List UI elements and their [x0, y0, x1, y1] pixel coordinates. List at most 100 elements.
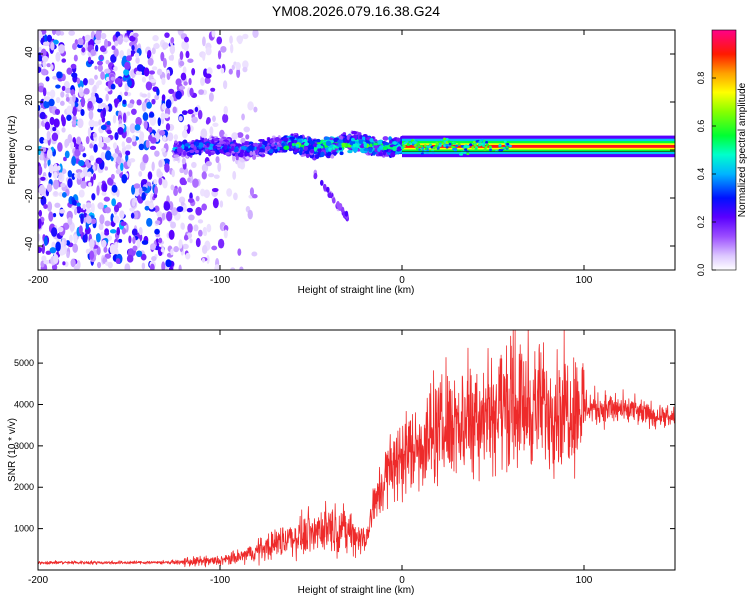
noise-cell: [111, 198, 117, 207]
noise-cell: [212, 122, 219, 128]
signal-cell: [342, 132, 347, 136]
noise-cell: [74, 149, 81, 157]
noise-cell: [130, 212, 135, 219]
noise-cell: [82, 152, 87, 158]
carrier-cell: [469, 143, 473, 146]
signal-cell: [244, 141, 250, 146]
noise-cell: [41, 243, 45, 254]
noise-cell: [106, 129, 112, 135]
noise-cell: [51, 132, 59, 142]
noise-cell: [111, 45, 116, 51]
carrier-cell: [473, 144, 477, 147]
noise-cell: [111, 184, 118, 193]
noise-cell: [52, 165, 58, 172]
noise-cell: [181, 222, 185, 230]
snr-series-line: [38, 330, 675, 568]
noise-cell: [94, 74, 98, 80]
signal-cell: [282, 137, 289, 142]
signal-cell: [315, 138, 321, 143]
noise-cell: [43, 236, 48, 246]
noise-cell: [67, 170, 73, 178]
noise-cell: [135, 70, 143, 75]
noise-cell: [216, 64, 222, 70]
signal-cell: [354, 140, 358, 144]
noise-cell: [129, 35, 136, 42]
noise-cell: [38, 233, 41, 242]
signal-cell: [198, 150, 202, 156]
noise-cell: [166, 211, 173, 222]
signal-cell: [383, 142, 390, 146]
signal-cell: [173, 157, 180, 161]
signal-cell: [382, 136, 389, 141]
noise-cell: [200, 77, 205, 86]
noise-cell: [47, 158, 51, 167]
signal-cell: [190, 143, 195, 148]
signal-cell: [212, 145, 218, 149]
noise-cell: [141, 179, 148, 184]
carrier-cell: [460, 153, 464, 156]
noise-cell: [100, 152, 106, 161]
noise-cell: [156, 88, 160, 96]
branch-cell: [322, 183, 327, 190]
noise-cell: [72, 93, 76, 103]
noise-cell: [64, 138, 70, 147]
noise-cell: [90, 202, 95, 214]
signal-cell: [274, 148, 278, 154]
signal-cell: [351, 130, 358, 135]
noise-cell: [205, 46, 212, 56]
noise-cell: [223, 105, 228, 115]
noise-cell: [77, 118, 84, 129]
noise-cell: [38, 66, 42, 74]
spectrogram-y-ticks: -40 -20 0 20 40: [24, 46, 675, 251]
carrier-cell: [445, 143, 449, 147]
noise-cell: [161, 261, 166, 270]
signal-cell: [339, 151, 344, 156]
noise-cell: [233, 192, 238, 201]
noise-cell: [134, 52, 140, 58]
noise-cell: [125, 150, 131, 156]
noise-cell: [77, 101, 82, 111]
carrier-cell: [484, 145, 488, 149]
y-tick-label: 4000: [14, 399, 34, 409]
noise-cell: [100, 231, 105, 238]
noise-cell: [220, 45, 227, 53]
signal-cell: [230, 145, 235, 151]
noise-cell: [51, 263, 58, 270]
noise-cell: [180, 72, 187, 81]
noise-cell: [57, 226, 64, 233]
signal-cell: [287, 141, 294, 147]
branch-cell: [319, 179, 324, 186]
noise-cell: [147, 92, 151, 99]
noise-cell: [45, 250, 52, 255]
noise-cell: [40, 146, 47, 153]
noise-cell: [58, 209, 66, 214]
noise-cell: [247, 101, 254, 111]
noise-cell: [101, 239, 107, 248]
noise-cell: [112, 215, 120, 224]
branch-cell: [344, 210, 349, 217]
noise-cell: [173, 134, 179, 141]
carrier-cell: [447, 140, 451, 143]
signal-cell: [363, 142, 368, 148]
noise-cell: [48, 164, 54, 174]
noise-cell: [55, 96, 61, 104]
noise-cell: [154, 94, 160, 101]
signal-cell: [206, 142, 210, 147]
carrier-cell: [406, 143, 410, 146]
noise-cell: [167, 132, 174, 142]
carrier-cell: [480, 143, 484, 146]
noise-cell: [93, 84, 97, 94]
noise-cell: [136, 238, 141, 249]
noise-cell: [122, 99, 127, 105]
noise-cell: [105, 59, 110, 65]
signal-cell: [173, 154, 180, 158]
noise-cell: [236, 132, 244, 138]
noise-cell: [52, 212, 57, 218]
noise-cell: [183, 234, 189, 241]
noise-cell: [115, 258, 121, 265]
noise-cell: [71, 199, 77, 206]
noise-cell: [106, 120, 111, 125]
colorbar-tick-label: 0.6: [696, 120, 706, 133]
noise-cell: [84, 233, 88, 243]
noise-cell: [187, 223, 193, 234]
